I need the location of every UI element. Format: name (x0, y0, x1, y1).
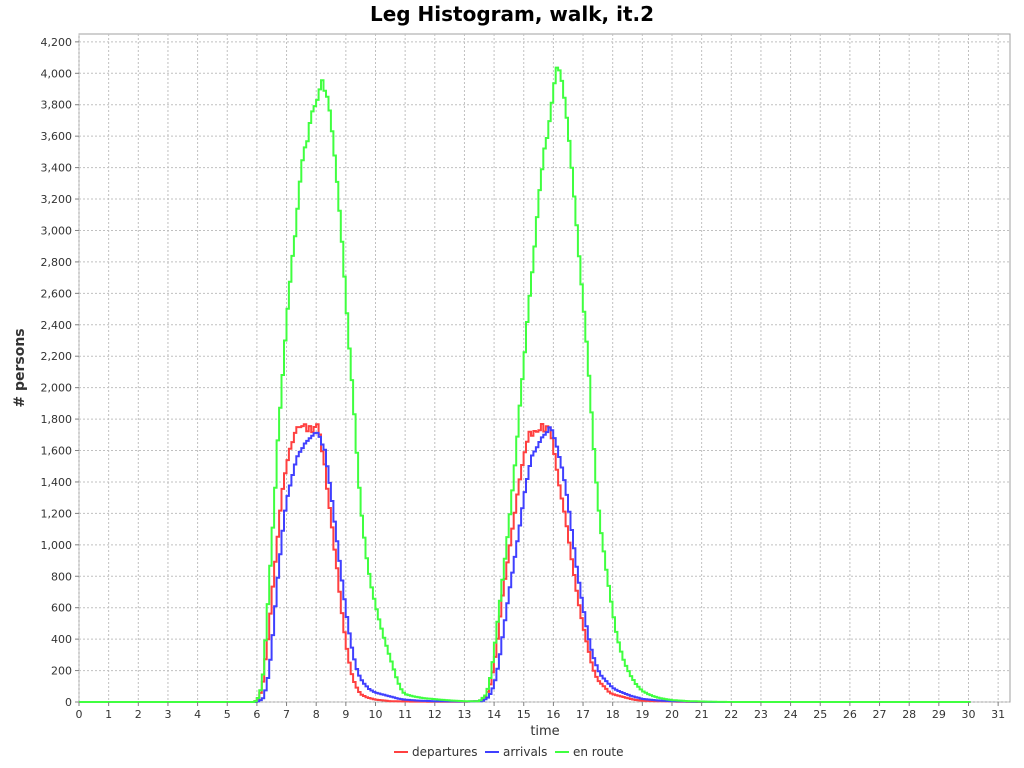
x-tick-label: 15 (517, 708, 531, 721)
y-tick-label: 3,400 (41, 162, 73, 175)
x-tick-label: 22 (724, 708, 738, 721)
x-tick-label: 30 (961, 708, 975, 721)
x-tick-label: 4 (194, 708, 201, 721)
y-tick-label: 3,800 (41, 99, 73, 112)
x-tick-label: 12 (428, 708, 442, 721)
x-tick-label: 31 (991, 708, 1005, 721)
x-axis-ticks: 0 1 2 3 4 5 6 7 8 9 10 11 12 13 14 15 16 17 18 19 20 21 22 23 24… (76, 702, 1005, 721)
x-tick-label: 13 (457, 708, 471, 721)
y-tick-label: 2,200 (41, 350, 73, 363)
y-tick-label: 800 (51, 570, 72, 583)
x-axis-label: time (530, 724, 559, 739)
x-tick-label: 23 (754, 708, 768, 721)
chart-title: Leg Histogram, walk, it.2 (370, 2, 654, 26)
x-tick-label: 2 (135, 708, 142, 721)
series-en-route (79, 66, 971, 703)
x-tick-label: 21 (695, 708, 709, 721)
x-tick-label: 3 (164, 708, 171, 721)
x-tick-label: 10 (368, 708, 382, 721)
x-tick-label: 5 (224, 708, 231, 721)
plot-area (78, 33, 1011, 703)
x-tick-label: 7 (283, 708, 290, 721)
x-tick-label: 16 (546, 708, 560, 721)
x-tick-label: 25 (813, 708, 827, 721)
y-axis-label: # persons (12, 328, 28, 407)
legend: departures arrivals en route (394, 745, 624, 759)
x-tick-label: 0 (76, 708, 83, 721)
x-tick-label: 11 (398, 708, 412, 721)
y-tick-label: 1,200 (41, 507, 73, 520)
series-layer (79, 66, 971, 703)
x-tick-label: 14 (487, 708, 501, 721)
y-axis-ticks: 0 200 400 600 800 1,000 1,200 1,400 1,600 1,800 2,… (41, 36, 79, 709)
y-tick-label: 2,600 (41, 287, 73, 300)
x-tick-label: 8 (313, 708, 320, 721)
y-tick-label: 400 (51, 633, 72, 646)
y-tick-label: 4,000 (41, 67, 73, 80)
y-tick-label: 4,200 (41, 36, 73, 49)
x-tick-label: 24 (784, 708, 798, 721)
x-tick-label: 6 (253, 708, 260, 721)
y-tick-label: 600 (51, 602, 72, 615)
legend-label: arrivals (503, 745, 547, 759)
y-tick-label: 1,800 (41, 413, 73, 426)
x-tick-label: 19 (635, 708, 649, 721)
x-tick-label: 26 (843, 708, 857, 721)
x-tick-label: 18 (606, 708, 620, 721)
y-tick-label: 1,600 (41, 445, 73, 458)
y-tick-label: 2,000 (41, 382, 73, 395)
y-tick-label: 0 (65, 696, 72, 709)
y-tick-label: 2,400 (41, 319, 73, 332)
x-tick-label: 9 (342, 708, 349, 721)
x-tick-label: 17 (576, 708, 590, 721)
legend-label: en route (573, 745, 624, 759)
x-tick-label: 28 (902, 708, 916, 721)
x-tick-label: 29 (932, 708, 946, 721)
y-tick-label: 3,200 (41, 193, 73, 206)
y-tick-label: 3,000 (41, 224, 73, 237)
y-gridlines (79, 41, 1010, 703)
y-tick-label: 1,000 (41, 539, 73, 552)
y-tick-label: 1,400 (41, 476, 73, 489)
x-tick-label: 1 (105, 708, 112, 721)
y-tick-label: 2,800 (41, 256, 73, 269)
y-tick-label: 200 (51, 665, 72, 678)
legend-label: departures (412, 745, 478, 759)
x-tick-label: 27 (873, 708, 887, 721)
x-tick-label: 20 (665, 708, 679, 721)
y-tick-label: 3,600 (41, 130, 73, 143)
